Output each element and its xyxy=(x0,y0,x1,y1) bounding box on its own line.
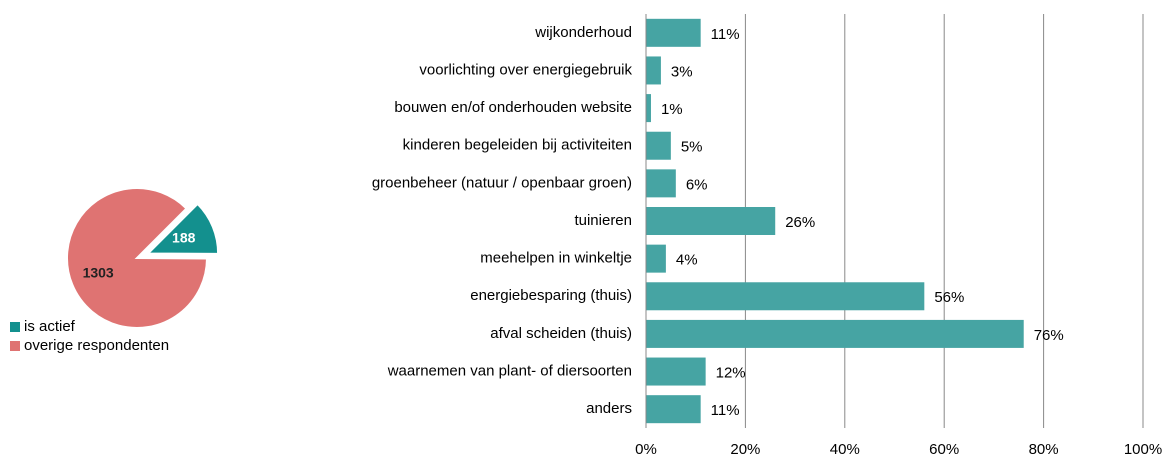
bar xyxy=(646,131,671,160)
x-tick-label: 60% xyxy=(929,441,959,458)
x-tick-label: 20% xyxy=(730,441,760,458)
bar xyxy=(646,56,661,85)
category-label: waarnemen van plant- of diersoorten xyxy=(387,363,632,380)
data-label: 12% xyxy=(716,365,746,382)
x-tick-label: 80% xyxy=(1029,441,1059,458)
pie-slice xyxy=(145,202,220,255)
bar xyxy=(646,357,706,386)
category-label: voorlichting over energiegebruik xyxy=(419,61,632,78)
data-label: 5% xyxy=(681,139,703,156)
category-label: bouwen en/of onderhouden website xyxy=(394,99,632,116)
data-label: 1% xyxy=(661,101,683,118)
bar xyxy=(646,395,701,424)
category-label: tuinieren xyxy=(574,212,632,229)
category-label: afval scheiden (thuis) xyxy=(490,325,632,342)
category-label: anders xyxy=(586,400,632,417)
data-label: 188 xyxy=(172,230,196,246)
data-label: 6% xyxy=(686,176,708,193)
legend-label: is actief xyxy=(24,318,76,335)
data-label: 76% xyxy=(1034,327,1064,344)
data-label: 3% xyxy=(671,63,693,80)
bar xyxy=(646,244,666,273)
data-label: 11% xyxy=(711,26,740,43)
legend-swatch xyxy=(10,322,20,332)
data-label: 4% xyxy=(676,252,698,269)
legend-swatch xyxy=(10,341,20,351)
bar xyxy=(646,169,676,198)
x-tick-label: 40% xyxy=(830,441,860,458)
category-label: kinderen begeleiden bij activiteiten xyxy=(403,137,632,154)
bar xyxy=(646,319,1024,348)
bar xyxy=(646,18,701,47)
bar xyxy=(646,207,776,235)
pie-slice xyxy=(66,187,209,329)
data-label: 1303 xyxy=(83,265,114,281)
data-label: 56% xyxy=(934,289,964,306)
legend-label: overige respondenten xyxy=(24,337,169,354)
bar xyxy=(646,94,651,123)
category-label: meehelpen in winkeltje xyxy=(480,250,632,267)
x-tick-label: 100% xyxy=(1124,441,1162,458)
bar xyxy=(646,282,925,311)
data-label: 11% xyxy=(711,402,740,419)
category-label: energiebesparing (thuis) xyxy=(470,287,632,304)
category-label: wijkonderhoud xyxy=(534,24,632,41)
category-label: groenbeheer (natuur / openbaar groen) xyxy=(372,174,632,191)
data-label: 26% xyxy=(785,214,815,231)
x-tick-label: 0% xyxy=(635,441,657,458)
